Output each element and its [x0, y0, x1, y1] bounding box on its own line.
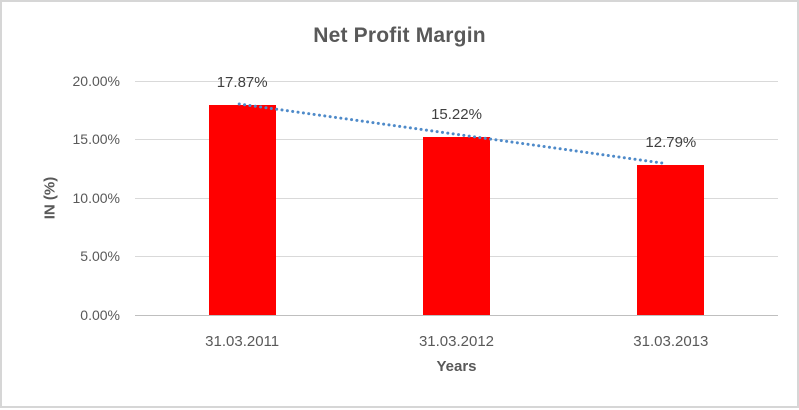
- x-tick-label: 31.03.2012: [418, 333, 495, 350]
- bar-31.03.2011: [208, 105, 276, 315]
- x-axis-title: Years: [436, 358, 477, 375]
- y-tick-label: 20.00%: [72, 72, 120, 89]
- x-tick-label: 31.03.2011: [205, 333, 280, 350]
- chart-title: Net Profit Margin: [313, 24, 486, 47]
- y-tick-label: 5.00%: [80, 248, 120, 265]
- data-label: 17.87%: [216, 74, 268, 92]
- y-tick-label: 10.00%: [72, 189, 120, 206]
- data-label: 15.22%: [431, 105, 482, 123]
- y-tick-label: 15.00%: [72, 131, 120, 148]
- bar-31.03.2013: [637, 165, 705, 315]
- bar-31.03.2012: [423, 136, 490, 315]
- y-gridline: [135, 80, 778, 82]
- x-tick-label: 31.03.2013: [633, 333, 709, 350]
- x-axis-line: [135, 315, 778, 316]
- y-tick-label: 0.00%: [80, 307, 120, 323]
- data-label: 12.79%: [645, 134, 697, 152]
